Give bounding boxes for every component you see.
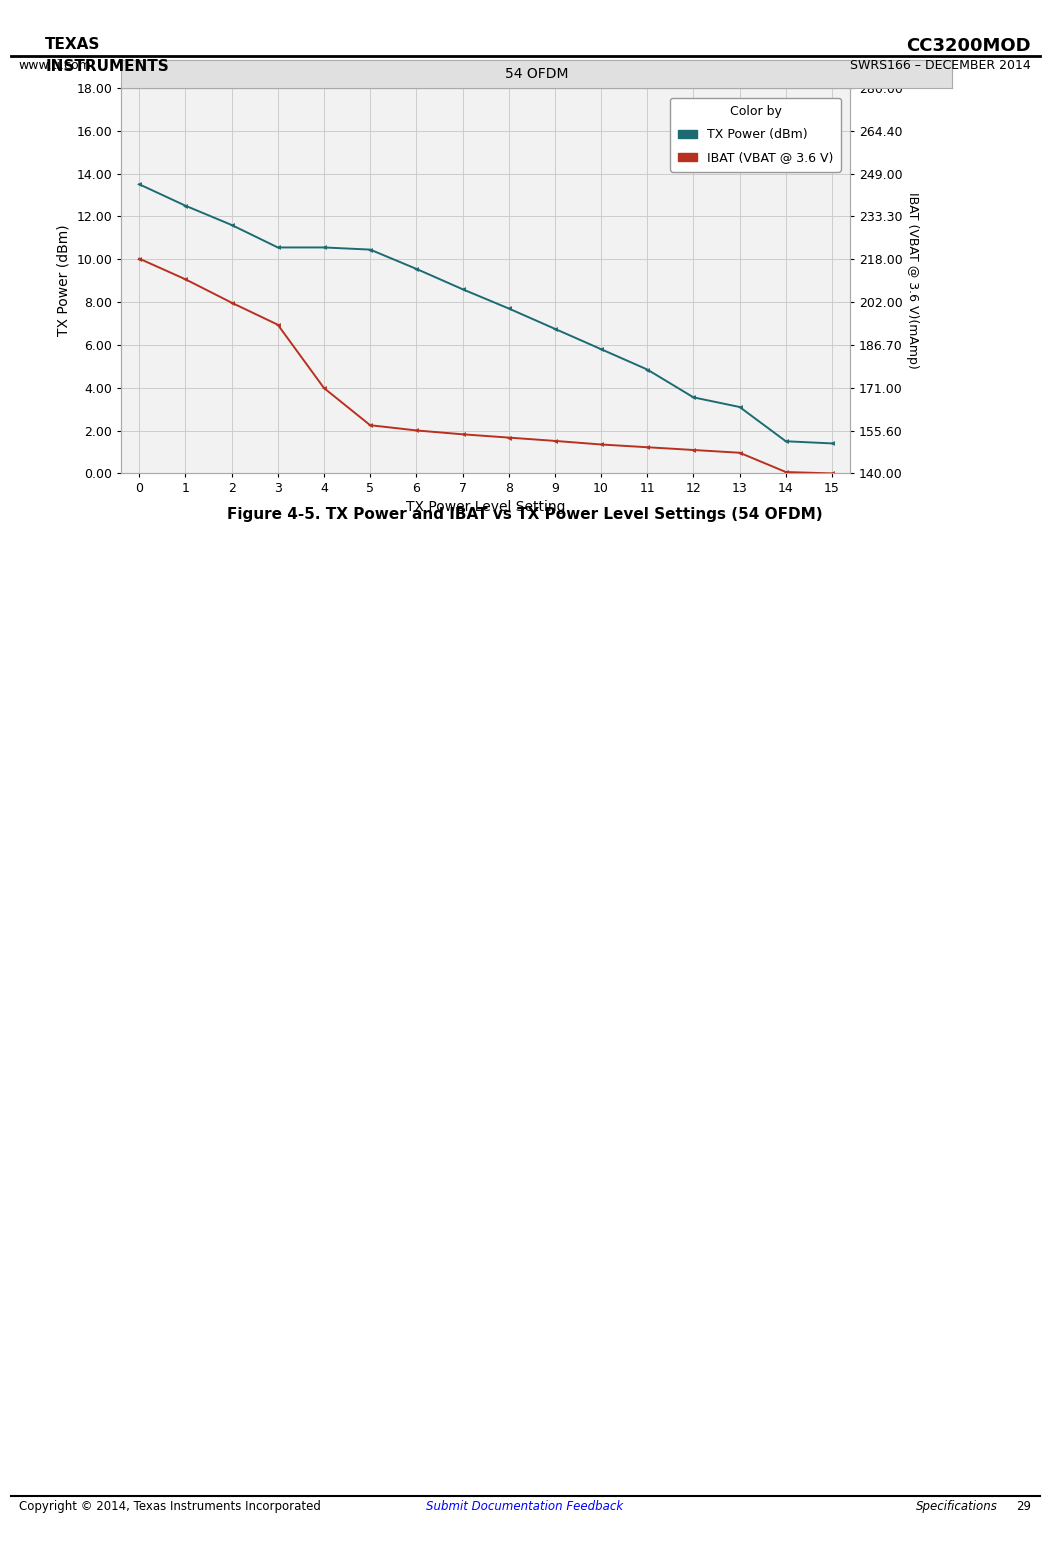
Text: Specifications: Specifications [916,1500,998,1513]
Text: INSTRUMENTS: INSTRUMENTS [45,59,169,74]
Text: Submit Documentation Feedback: Submit Documentation Feedback [426,1500,624,1513]
Y-axis label: TX Power (dBm): TX Power (dBm) [57,225,71,336]
Legend: TX Power (dBm), IBAT (VBAT @ 3.6 V): TX Power (dBm), IBAT (VBAT @ 3.6 V) [671,99,841,173]
Text: 54 OFDM: 54 OFDM [505,66,568,82]
Text: SWRS166 – DECEMBER 2014: SWRS166 – DECEMBER 2014 [850,59,1031,71]
Text: CC3200MOD: CC3200MOD [906,37,1031,56]
Text: 29: 29 [1016,1500,1031,1513]
X-axis label: TX Power Level Setting: TX Power Level Setting [406,500,565,515]
Y-axis label: IBAT (VBAT @ 3.6 V)(mAmp): IBAT (VBAT @ 3.6 V)(mAmp) [906,193,920,369]
Text: TEXAS: TEXAS [45,37,101,52]
Text: www.ti.com: www.ti.com [19,59,91,71]
Text: Figure 4-5. TX Power and IBAT vs TX Power Level Settings (54 OFDM): Figure 4-5. TX Power and IBAT vs TX Powe… [227,507,823,523]
Text: Copyright © 2014, Texas Instruments Incorporated: Copyright © 2014, Texas Instruments Inco… [19,1500,321,1513]
